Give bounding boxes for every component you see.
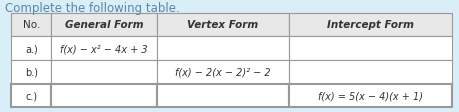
Bar [289,84,452,108]
Bar [51,37,157,60]
Bar [289,60,452,84]
Bar [51,84,157,108]
Bar [11,84,51,108]
Text: General Form: General Form [65,20,143,30]
Bar [157,37,289,60]
Bar [157,84,289,108]
Bar [11,60,51,84]
Bar [51,13,157,37]
Text: b.): b.) [25,67,38,77]
Text: No.: No. [22,20,40,30]
Bar [11,13,51,37]
Text: f(x) − 2(x − 2)² − 2: f(x) − 2(x − 2)² − 2 [175,67,271,77]
Text: c.): c.) [25,91,37,101]
Bar [11,37,51,60]
Bar [289,13,452,37]
Bar [289,37,452,60]
Bar [51,60,157,84]
Text: Intercept Form: Intercept Form [327,20,414,30]
Text: a.): a.) [25,44,38,54]
Text: f(x) − x² − 4x + 3: f(x) − x² − 4x + 3 [60,44,148,54]
Text: Vertex Form: Vertex Form [187,20,258,30]
Bar [157,60,289,84]
Text: f(x) = 5(x − 4)(x + 1): f(x) = 5(x − 4)(x + 1) [318,91,423,101]
Bar [157,13,289,37]
Text: Complete the following table.: Complete the following table. [5,2,179,15]
